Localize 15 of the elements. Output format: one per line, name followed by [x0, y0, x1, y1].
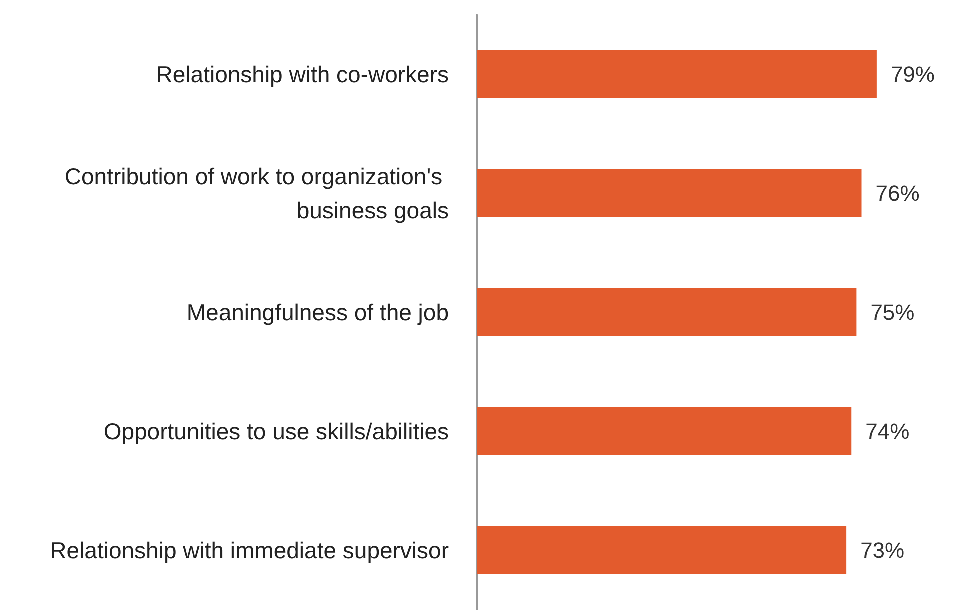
bar	[477, 50, 877, 98]
y-tick-label: Relationship with immediate supervisor	[50, 538, 450, 564]
data-label: 76%	[876, 181, 920, 206]
bar	[477, 526, 847, 574]
bar	[477, 170, 862, 218]
bar	[477, 288, 857, 336]
data-label: 79%	[890, 62, 935, 87]
data-label: 74%	[866, 419, 910, 444]
y-tick-label: Opportunities to use skills/abilities	[104, 418, 449, 444]
data-label: 75%	[870, 300, 915, 325]
y-tick-label: Relationship with co-workers	[156, 62, 449, 88]
y-tick-label: Meaningfulness of the job	[186, 300, 449, 326]
data-label: 73%	[860, 538, 905, 563]
bar	[477, 408, 852, 456]
y-tick-label: Contribution of work to organization's business goals	[64, 164, 449, 224]
